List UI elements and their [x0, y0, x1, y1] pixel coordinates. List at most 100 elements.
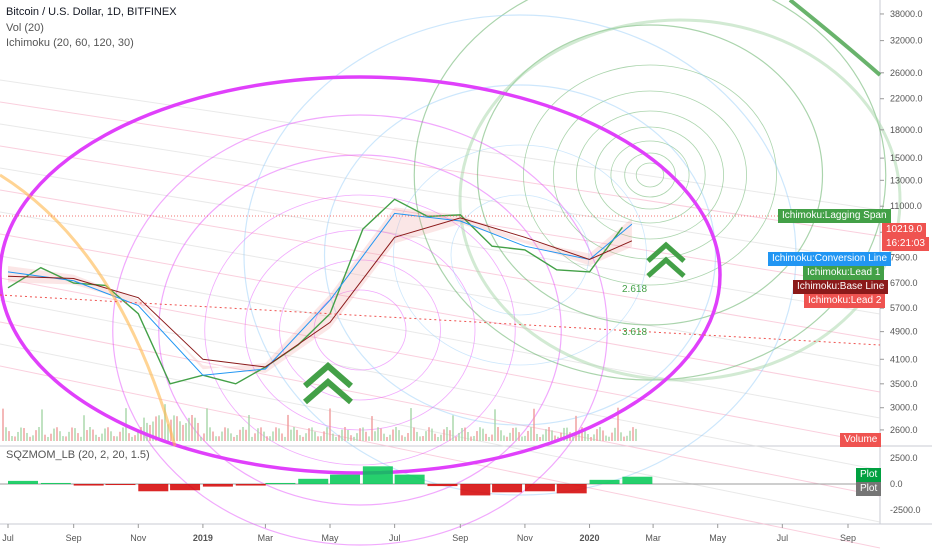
price-tick-label: 26000.0 — [890, 68, 923, 78]
volume-bar — [269, 436, 271, 441]
volume-bar — [512, 427, 514, 441]
volume-bar — [374, 431, 376, 441]
volume-bar — [560, 432, 562, 441]
time-tick-label: Jul — [389, 533, 401, 543]
volume-bar — [65, 436, 67, 441]
momentum-bar — [589, 479, 620, 484]
price-axis[interactable]: 2600.0 3000.0 3500.0 4100.0 4900.0 5700.0 6700… — [880, 9, 923, 435]
volume-bar — [341, 429, 343, 441]
price-tick-label: 32000.0 — [890, 36, 923, 46]
volume-bar — [551, 430, 553, 441]
price-tick-label: 3500.0 — [890, 379, 918, 389]
price-tick-label: 7900.0 — [890, 253, 918, 263]
momentum-bar — [298, 478, 329, 484]
momentum-bar — [362, 466, 393, 484]
fib-ellipse[interactable] — [0, 75, 722, 475]
volume-bar — [539, 436, 541, 441]
volume-bar — [326, 427, 328, 441]
volume-bar — [467, 432, 469, 441]
plot-tag-2: Plot — [856, 482, 882, 496]
volume-bar — [434, 433, 436, 441]
volume-bar — [554, 435, 556, 441]
volume-bar — [308, 428, 310, 441]
volume-bar — [209, 427, 211, 441]
ichimoku-legend[interactable]: Ichimoku (20, 60, 120, 30) — [6, 37, 134, 49]
volume-bar — [245, 429, 247, 441]
volume-bar — [581, 427, 583, 441]
volume-bar — [281, 433, 283, 441]
trend-line[interactable] — [0, 294, 881, 346]
volume-bar — [164, 404, 166, 441]
fib-circle — [635, 162, 665, 188]
volume-bar — [182, 424, 184, 441]
price-tick-label: 15000.0 — [890, 153, 923, 163]
volume-bar — [500, 430, 502, 441]
volume-bar — [137, 429, 139, 441]
volume-bar — [383, 433, 385, 441]
volume-bar — [293, 427, 295, 441]
volume-bar — [248, 415, 250, 441]
volume-bar — [32, 435, 34, 441]
trend-arc[interactable] — [788, 0, 882, 77]
volume-bar — [611, 432, 613, 441]
volume-bar — [23, 428, 25, 441]
volume-bar — [440, 434, 442, 441]
volume-bar — [572, 436, 574, 441]
volume-bar — [398, 430, 400, 441]
volume-bar — [356, 433, 358, 441]
volume-bar — [350, 435, 352, 441]
volume-bar — [20, 427, 22, 441]
volume-bar — [302, 436, 304, 441]
volume-bar — [128, 433, 130, 441]
volume-bar — [320, 436, 322, 441]
price-tick-label: 11000.0 — [890, 201, 922, 211]
time-tick-label: 2020 — [580, 533, 600, 543]
series-line-conversion-line[interactable] — [7, 212, 633, 376]
volume-bar — [608, 436, 610, 441]
orange-arc[interactable] — [0, 173, 177, 447]
volume-tag: Volume — [840, 433, 882, 447]
time-tick-label: May — [322, 533, 340, 543]
volume-bar — [314, 431, 316, 441]
volume-bar — [236, 435, 238, 441]
volume-bar — [95, 434, 97, 441]
volume-legend[interactable]: Vol (20) — [6, 22, 44, 34]
fib-circle — [204, 194, 516, 466]
sqzmom-legend[interactable]: SQZMOM_LB (20, 2, 20, 1.5) — [6, 449, 150, 461]
volume-bar — [254, 433, 256, 441]
volume-bar — [110, 431, 112, 441]
up-arrow-left-icon — [303, 362, 353, 405]
volume-bar — [626, 435, 628, 441]
volume-bar — [176, 416, 178, 441]
fib-label-3618: 3.618 — [622, 327, 647, 338]
lead1-tag: Ichimoku:Lead 1 — [803, 266, 885, 280]
volume-bar — [497, 427, 499, 441]
volume-bar — [443, 429, 445, 441]
volume-bar — [251, 436, 253, 441]
time-axis[interactable]: Jul Sep Nov 2019 Mar May Jul Sep Nov 2020 Mar May Ju… — [2, 524, 856, 543]
volume-bar — [509, 432, 511, 441]
fan-line — [0, 167, 881, 315]
volume-bar — [212, 431, 214, 441]
momentum-axis[interactable]: -2500.0 0.0 2500.0 — [890, 453, 921, 515]
volume-bar — [143, 417, 145, 441]
volume-bar — [524, 435, 526, 441]
volume-bar — [473, 435, 475, 441]
fan-line — [0, 211, 881, 367]
momentum-bar — [394, 474, 425, 484]
volume-bar — [563, 427, 565, 441]
volume-bar — [101, 433, 103, 441]
time-tick-label: Sep — [66, 533, 82, 543]
volume-bar — [230, 433, 232, 441]
series-line-base-line[interactable] — [7, 217, 633, 368]
volume-bar — [116, 436, 118, 441]
volume-bar — [122, 427, 124, 441]
time-tick-label: Jul — [2, 533, 14, 543]
volume-bar — [377, 427, 379, 441]
symbol-title[interactable]: Bitcoin / U.S. Dollar, 1D, BITFINEX — [6, 6, 177, 18]
price-tick-label: 2600.0 — [890, 425, 918, 435]
volume-bar — [488, 436, 490, 441]
volume-bar — [464, 427, 466, 441]
volume-bar — [416, 431, 418, 441]
